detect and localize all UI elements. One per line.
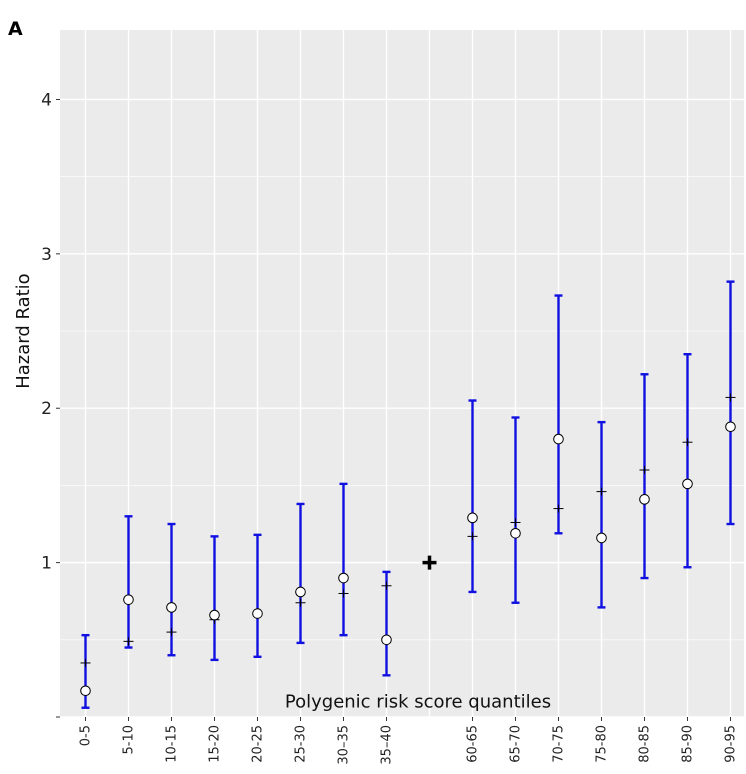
data-point xyxy=(252,608,263,619)
data-marks xyxy=(80,280,736,709)
y-tick-label: 2 xyxy=(41,399,52,419)
data-point xyxy=(639,494,650,505)
data-point xyxy=(338,572,349,584)
data-point xyxy=(467,512,478,524)
x-tick-label: 35–40 xyxy=(380,725,395,765)
x-axis: 0-5 5-10 10-15 15-20 20-25 25-30 30–35 35–40 60-… xyxy=(79,717,739,765)
y-tick-label: 3 xyxy=(41,245,52,265)
data-point xyxy=(209,609,220,621)
x-tick-label: 15-20 xyxy=(208,725,223,763)
data-point xyxy=(80,685,91,697)
data-point xyxy=(295,586,306,598)
x-tick-label: 30–35 xyxy=(337,725,352,765)
data-point xyxy=(725,421,736,433)
x-tick-label: 90-95 xyxy=(724,725,739,763)
panel-label: A xyxy=(8,18,23,40)
data-point xyxy=(510,527,521,539)
x-tick-label: 80-85 xyxy=(638,725,653,763)
x-tick-label: 0-5 xyxy=(79,725,94,746)
x-axis-annotation: Polygenic risk score quantiles xyxy=(285,692,551,713)
data-point xyxy=(166,602,177,613)
data-point xyxy=(381,634,392,646)
y-tick-label: 4 xyxy=(41,90,52,110)
data-point xyxy=(682,478,693,490)
data-point xyxy=(123,594,134,605)
y-axis-label: Hazard Ratio xyxy=(13,273,34,389)
x-tick-label: 75-80 xyxy=(595,725,610,763)
minor-grid xyxy=(60,176,744,641)
plot-panel xyxy=(60,30,744,717)
x-tick-label: 25-30 xyxy=(294,725,309,763)
x-tick-label: 10-15 xyxy=(165,725,180,763)
x-tick-label: 5-10 xyxy=(122,725,137,755)
data-point xyxy=(596,532,607,544)
x-tick-label: 65-70 xyxy=(509,725,524,763)
y-axis: 1 2 3 4 xyxy=(41,90,60,718)
x-tick-label: 60-65 xyxy=(466,725,481,763)
y-tick-label: 1 xyxy=(41,554,52,574)
data-point xyxy=(553,433,564,445)
x-tick-label: 20-25 xyxy=(251,725,266,763)
x-tick-label: 85-90 xyxy=(681,725,696,763)
x-tick-label: 70-75 xyxy=(552,725,567,763)
